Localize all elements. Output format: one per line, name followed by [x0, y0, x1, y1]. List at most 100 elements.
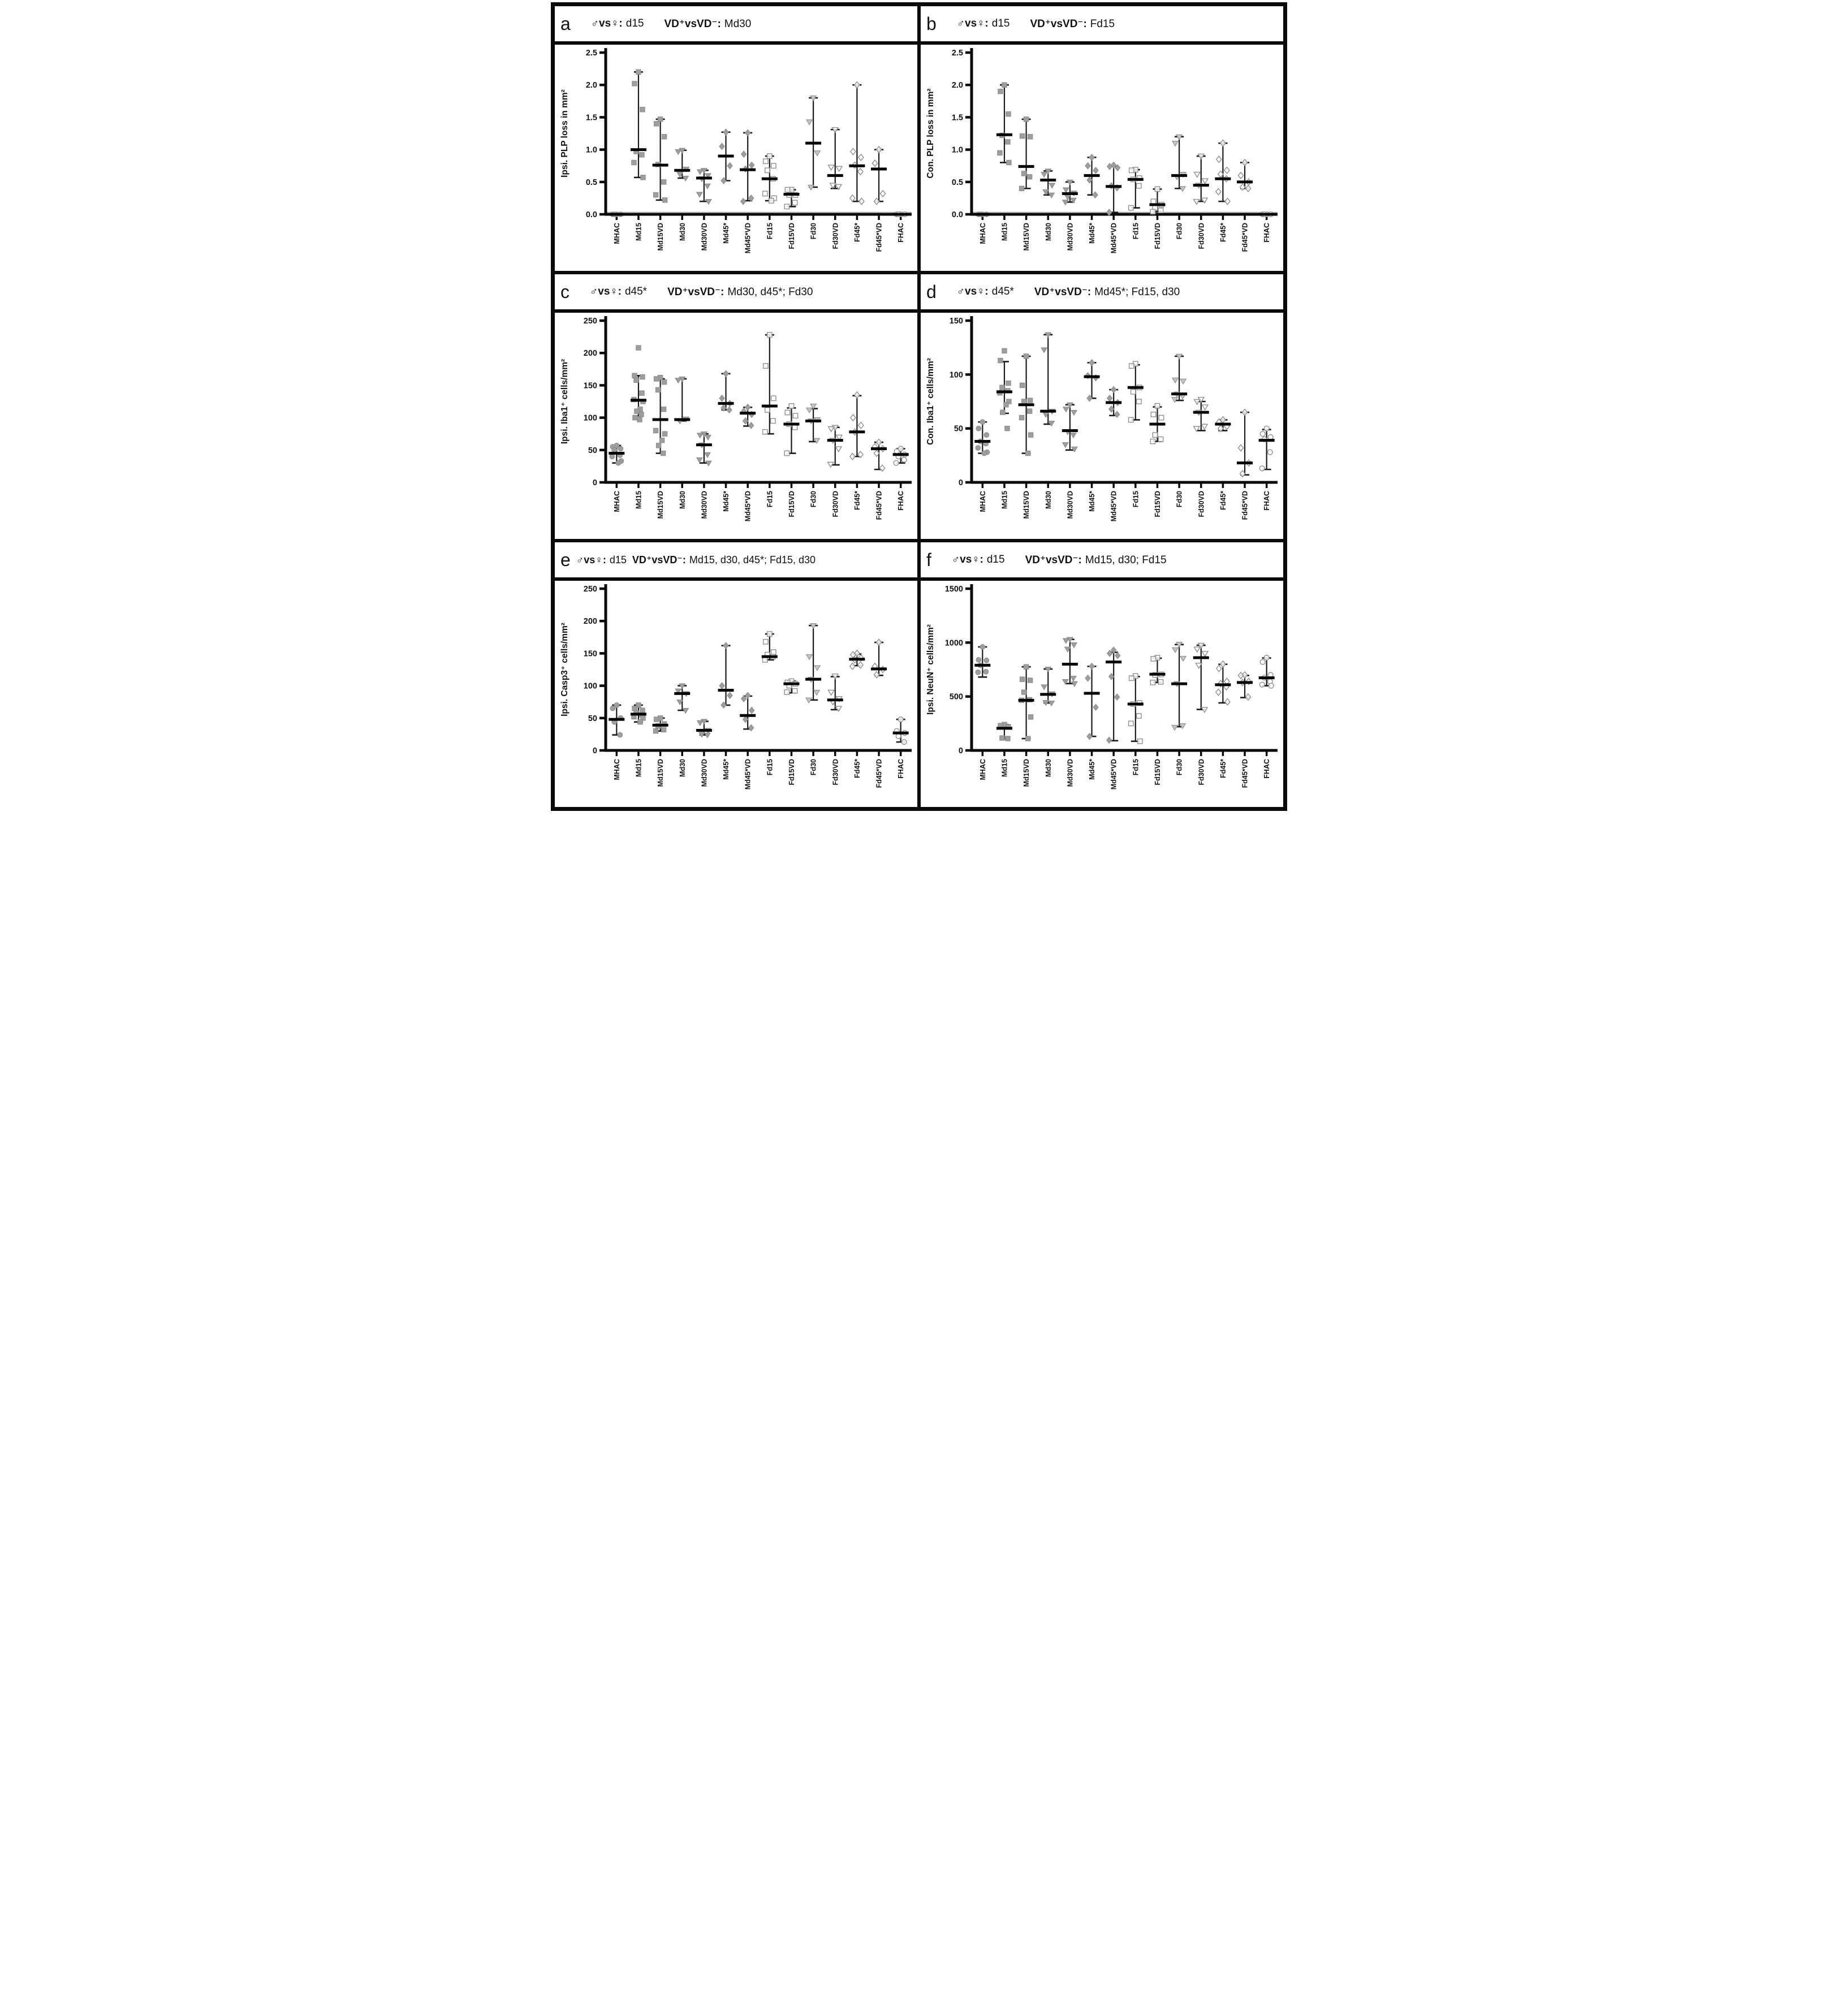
svg-text:100: 100 [584, 414, 597, 423]
data-group-Md30VD [1062, 402, 1078, 453]
svg-text:Fd45*VD: Fd45*VD [875, 759, 883, 788]
data-group-Md30VD [696, 719, 712, 739]
svg-text:Md30VD: Md30VD [700, 759, 708, 787]
vd-comparison-value: Fd15 [1090, 18, 1115, 30]
svg-text:Md45*: Md45* [1088, 759, 1096, 780]
sex-comparison-value: d15 [609, 554, 627, 565]
data-group-Fd15VD [783, 187, 800, 210]
scatter-plot-f: 0 500 1000 1500 Ipsi. NeuN⁺ cells/mm² MHAC Md1… [926, 584, 1278, 789]
svg-text:Md15VD: Md15VD [1022, 223, 1030, 251]
data-group-Fd30 [1171, 642, 1188, 731]
svg-text:150: 150 [584, 381, 597, 390]
data-group-Fd15 [1127, 167, 1144, 211]
svg-text:Fd30: Fd30 [1176, 491, 1184, 507]
svg-text:MHAC: MHAC [979, 491, 987, 512]
svg-text:Md30VD: Md30VD [1066, 491, 1074, 519]
svg-text:Fd15VD: Fd15VD [1154, 759, 1162, 785]
svg-text:1.5: 1.5 [586, 113, 597, 122]
data-group-Md15VD [652, 715, 668, 734]
panel-a: a ♂vs♀: d15 VD⁺vsVD⁻: Md30 0.0 0.5 1.0 1.5 2.0… [555, 6, 917, 271]
svg-text:100: 100 [584, 682, 597, 691]
svg-text:Md30VD: Md30VD [1066, 223, 1074, 251]
panel-f-header: f ♂vs♀: d15 VD⁺vsVD⁻: Md15, d30; Fd15 [921, 542, 1283, 581]
svg-text:Md30VD: Md30VD [700, 491, 708, 519]
svg-text:Fd30: Fd30 [810, 491, 818, 507]
panel-a-header: a ♂vs♀: d15 VD⁺vsVD⁻: Md30 [555, 6, 917, 45]
data-group-Md45*VD [1106, 161, 1122, 216]
data-group-Fd30VD [827, 425, 843, 468]
svg-text:Fd45*VD: Fd45*VD [1241, 759, 1249, 788]
svg-text:FHAC: FHAC [1263, 223, 1271, 243]
vd-comparison-value: Md15, d30, d45*; Fd15, d30 [689, 554, 816, 565]
svg-text:Md30VD: Md30VD [700, 223, 708, 251]
svg-text:Fd15: Fd15 [766, 759, 774, 775]
data-group-Fd15VD [1149, 403, 1166, 444]
svg-text:Ipsi. NeuN⁺ cells/mm²: Ipsi. NeuN⁺ cells/mm² [926, 624, 935, 715]
svg-text:50: 50 [588, 446, 597, 455]
svg-text:Md15: Md15 [1000, 759, 1008, 777]
data-group-Fd30 [805, 95, 822, 191]
svg-text:Fd30: Fd30 [810, 759, 818, 775]
panel-e: e ♂vs♀: d15 VD⁺vsVD⁻: Md15, d30, d45*; Fd1… [555, 542, 917, 807]
sex-comparison-label: ♂vs♀: [951, 554, 983, 565]
data-group-Fd30 [805, 403, 822, 444]
data-group-Fd45*VD [1237, 671, 1253, 701]
svg-text:Md30VD: Md30VD [1066, 759, 1074, 787]
svg-text:Md45*VD: Md45*VD [1110, 491, 1118, 521]
scatter-plot-d: 0 50 100 150 Con. Iba1⁺ cells/mm² MHAC Md15 Md1… [926, 316, 1278, 521]
svg-text:250: 250 [584, 585, 597, 594]
data-group-Md30VD [1062, 179, 1078, 206]
data-group-FHAC [892, 446, 909, 466]
svg-text:FHAC: FHAC [1263, 759, 1271, 779]
scatter-plot-a: 0.0 0.5 1.0 1.5 2.0 2.5 Ipsi. PLP loss in mm² M… [560, 48, 912, 253]
sex-comparison: ♂vs♀: d15 [576, 554, 627, 566]
svg-text:Fd30VD: Fd30VD [1197, 223, 1205, 249]
svg-text:2.0: 2.0 [586, 81, 597, 90]
svg-text:Md15: Md15 [1000, 223, 1008, 241]
svg-text:Md45*VD: Md45*VD [744, 223, 752, 253]
svg-text:Fd30VD: Fd30VD [1197, 491, 1205, 517]
data-group-Md15VD [1018, 116, 1034, 191]
data-group-Md15 [996, 348, 1012, 431]
data-group-Md30 [674, 148, 691, 182]
data-group-Fd15 [1127, 361, 1144, 423]
scatter-plot-c: 0 50 100 150 200 250 Ipsi. Iba1⁺ cells/mm² MHAC… [560, 316, 912, 521]
data-group-Md30 [1040, 332, 1056, 427]
svg-text:0: 0 [593, 478, 597, 487]
svg-text:Md45*VD: Md45*VD [1110, 223, 1118, 253]
data-group-Md30VD [696, 168, 712, 205]
svg-text:MHAC: MHAC [979, 223, 987, 244]
data-group-Fd30VD [827, 127, 843, 191]
panel-b-plot: 0.0 0.5 1.0 1.5 2.0 2.5 Con. PLP loss in mm² MH… [921, 45, 1283, 271]
data-group-FHAC [892, 716, 909, 745]
data-group-Fd15 [1127, 673, 1144, 744]
svg-text:FHAC: FHAC [897, 491, 905, 511]
svg-text:0: 0 [593, 746, 597, 756]
data-group-MHAC [974, 644, 991, 678]
panel-letter: e [560, 549, 571, 570]
sex-comparison: ♂vs♀: d45* [957, 286, 1014, 298]
vd-comparison-label: VD⁺vsVD⁻: [667, 286, 724, 298]
data-group-Md45*VD [740, 403, 756, 429]
data-group-Md15 [630, 702, 646, 725]
data-group-Fd45*VD [871, 438, 887, 472]
svg-text:Fd45*: Fd45* [1219, 491, 1227, 510]
data-group-Md45* [718, 370, 734, 414]
svg-text:Md45*VD: Md45*VD [744, 491, 752, 521]
svg-text:Md45*: Md45* [1088, 223, 1096, 244]
panel-letter: c [560, 281, 569, 302]
svg-text:Ipsi. PLP loss in mm²: Ipsi. PLP loss in mm² [560, 89, 569, 178]
panel-e-plot: 0 50 100 150 200 250 Ipsi. Casp3⁺ cells/mm² MHA… [555, 581, 917, 807]
data-group-Fd30 [1171, 134, 1188, 192]
svg-text:FHAC: FHAC [897, 759, 905, 779]
sex-comparison: ♂vs♀: d15 [957, 18, 1010, 30]
svg-text:Md15: Md15 [635, 759, 642, 777]
data-group-Md45* [718, 642, 734, 709]
svg-text:Md15VD: Md15VD [1022, 491, 1030, 519]
svg-text:0: 0 [959, 478, 963, 487]
data-group-FHAC [1258, 654, 1275, 689]
svg-text:250: 250 [584, 317, 597, 326]
vd-comparison: VD⁺vsVD⁻: Md15, d30, d45*; Fd15, d30 [632, 554, 816, 566]
data-group-Md15VD [1018, 353, 1034, 456]
svg-text:Fd15: Fd15 [1132, 223, 1140, 239]
